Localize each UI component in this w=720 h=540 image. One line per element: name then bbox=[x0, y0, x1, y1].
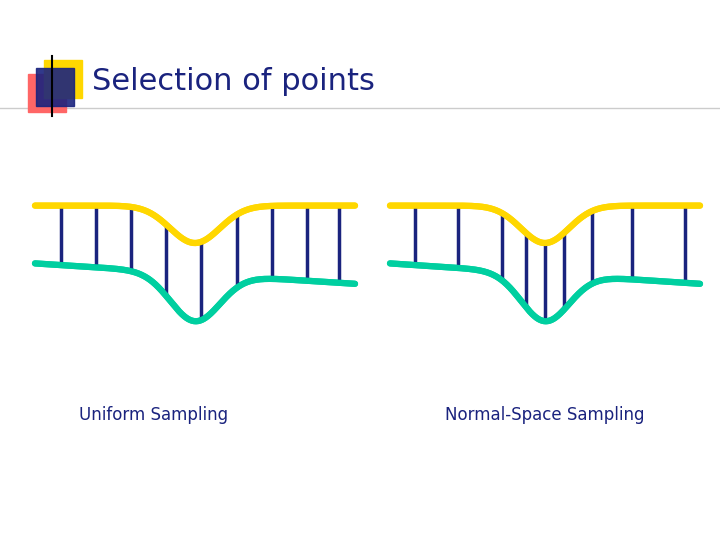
Text: Uniform Sampling: Uniform Sampling bbox=[78, 406, 228, 424]
FancyBboxPatch shape bbox=[36, 68, 74, 106]
FancyBboxPatch shape bbox=[44, 60, 82, 98]
FancyBboxPatch shape bbox=[28, 74, 66, 112]
Text: Normal-Space Sampling: Normal-Space Sampling bbox=[445, 406, 644, 424]
Text: Selection of points: Selection of points bbox=[92, 68, 375, 97]
